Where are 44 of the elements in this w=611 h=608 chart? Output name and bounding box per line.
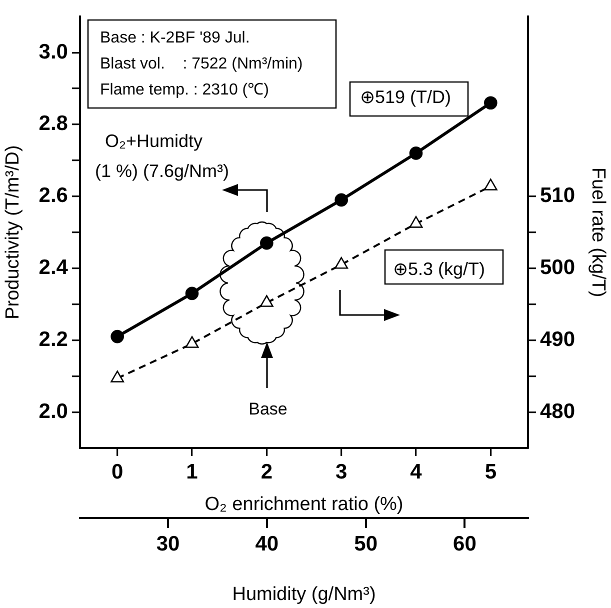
point <box>260 236 274 250</box>
x-tick-label: 3 <box>335 460 348 484</box>
x2-tick-label: 40 <box>255 532 279 556</box>
point <box>334 257 348 269</box>
x2-tick-label: 50 <box>354 532 378 556</box>
y-tick-label: 2.6 <box>38 184 68 208</box>
y2-axis-title: Fuel rate (kg/T) <box>587 167 608 298</box>
point <box>484 178 498 190</box>
y2-tick-label: 480 <box>540 400 576 423</box>
annotation: ⊕5.3 (kg/T) <box>393 258 486 279</box>
y-tick-label: 3.0 <box>38 40 68 64</box>
point <box>110 330 124 344</box>
x-axis-title: O₂ enrichment ratio (%) <box>204 494 404 515</box>
point <box>185 336 199 348</box>
annotation: O₂+Humidty <box>105 130 203 151</box>
point <box>110 370 124 382</box>
x-tick-label: 1 <box>186 460 198 484</box>
annotation: Base : K-2BF '89 Jul. <box>100 29 250 46</box>
x-tick-label: 2 <box>260 460 273 484</box>
x-tick-label: 0 <box>111 460 124 484</box>
x-tick-label: 5 <box>484 460 497 484</box>
x-tick-label: 4 <box>410 460 422 484</box>
y-axis-title: Productivity (T/m³/D) <box>2 145 24 320</box>
y2-tick-label: 500 <box>540 256 576 280</box>
y2-tick-label: 510 <box>540 184 576 208</box>
point <box>260 295 274 307</box>
annotation: ⊕519 (T/D) <box>360 86 452 107</box>
point <box>334 193 348 207</box>
x2-axis-title: Humidity (g/Nm³) <box>232 584 376 605</box>
annotation: Blast vol. : 7522 (Nm³/min) <box>100 55 303 72</box>
point <box>484 96 498 110</box>
point <box>185 286 199 300</box>
point <box>409 146 423 160</box>
y-tick-label: 2.0 <box>38 400 68 423</box>
y-tick-label: 2.8 <box>38 112 68 136</box>
annotation: Flame temp. : 2310 (℃) <box>100 81 269 98</box>
y2-tick-label: 490 <box>540 328 576 351</box>
y-tick-label: 2.4 <box>38 256 68 280</box>
x2-tick-label: 60 <box>453 532 476 556</box>
point <box>409 216 423 228</box>
annotation: Base <box>248 400 288 419</box>
y-tick-label: 2.2 <box>38 328 68 351</box>
annotation: (1 %) (7.6g/Nm³) <box>95 160 230 181</box>
x2-tick-label: 30 <box>156 532 180 556</box>
